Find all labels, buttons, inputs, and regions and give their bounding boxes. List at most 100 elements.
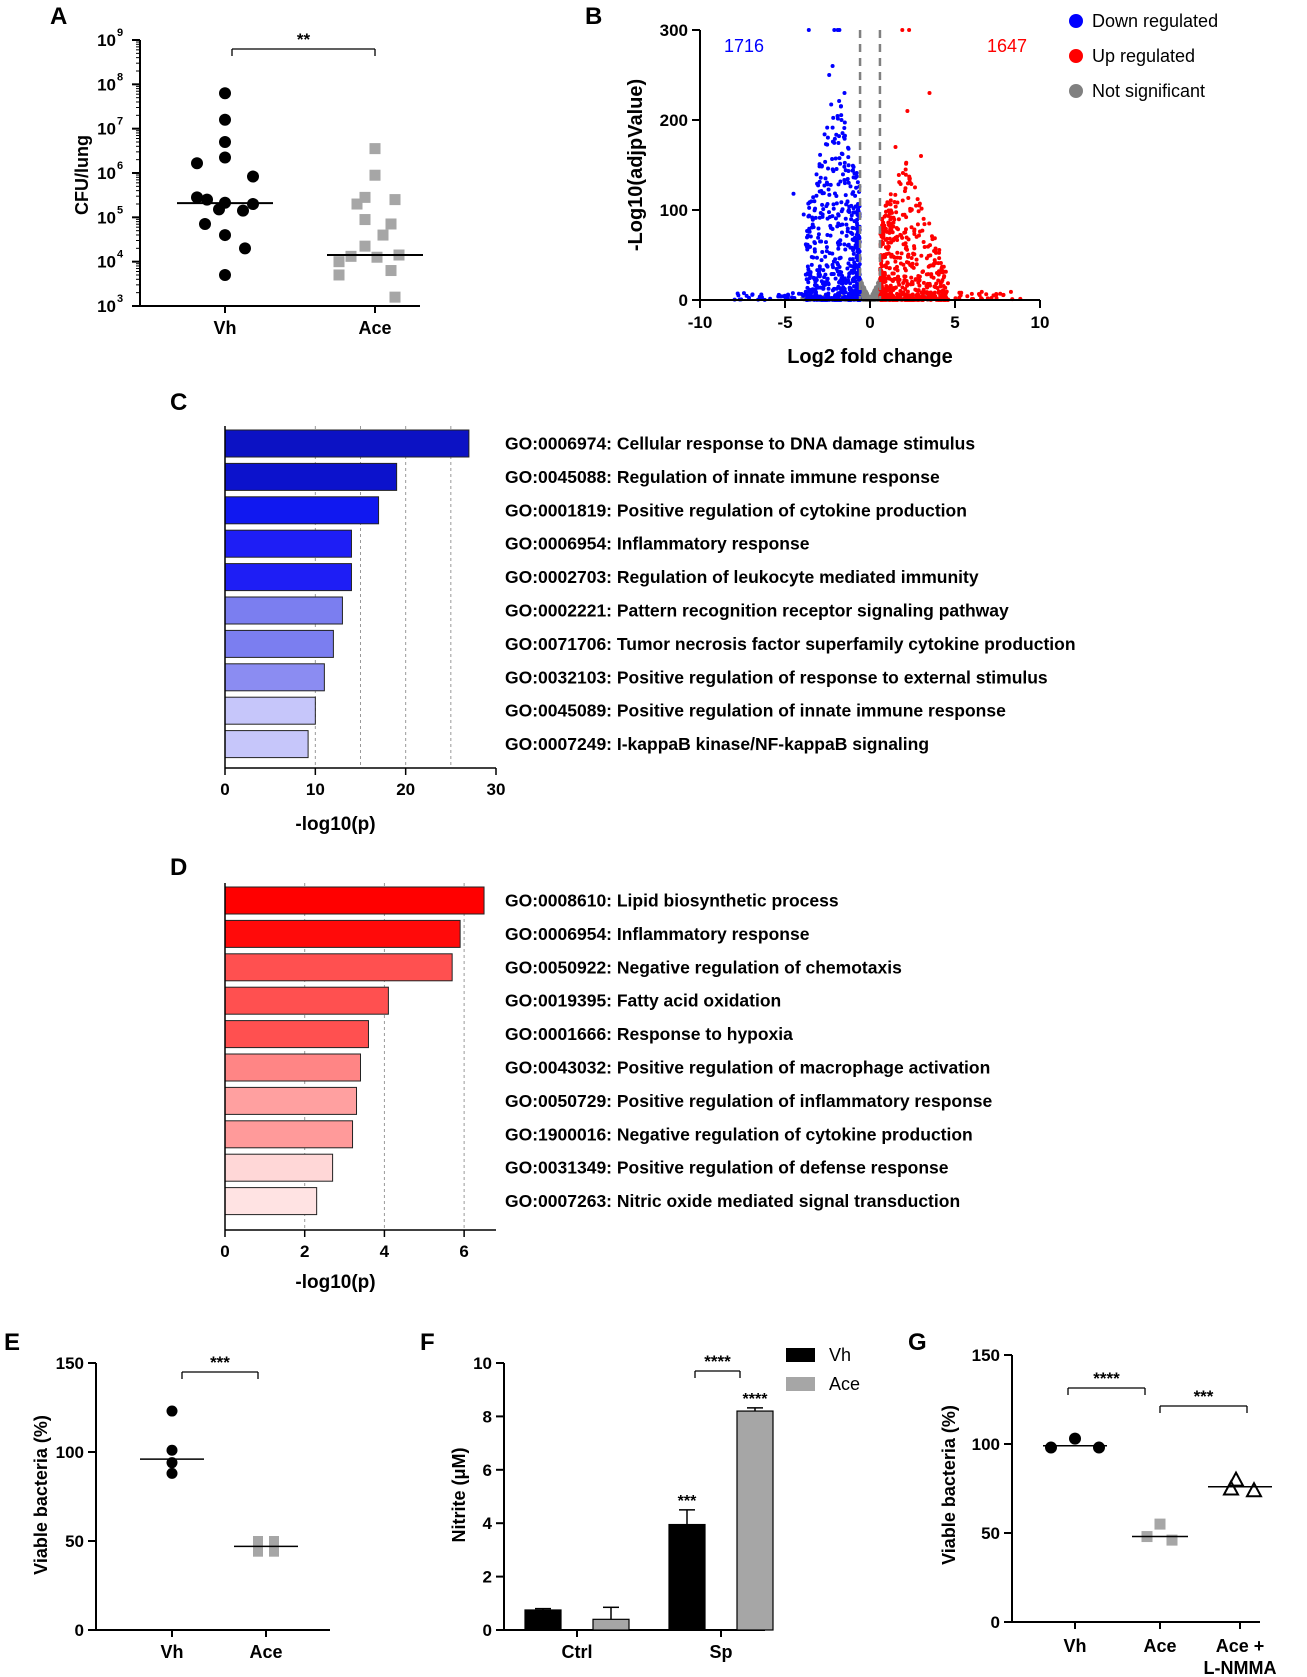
volcano-point-up xyxy=(943,290,948,295)
volcano-point-up xyxy=(917,229,922,234)
volcano-point-down xyxy=(805,235,810,240)
volcano-point-down xyxy=(852,171,857,176)
volcano-point-up xyxy=(893,145,898,149)
volcano-point-down xyxy=(827,192,832,197)
data-point-ace xyxy=(1154,1518,1166,1530)
volcano-point-down xyxy=(845,243,850,248)
volcano-point-up xyxy=(900,212,905,217)
volcano-point-down xyxy=(856,235,861,240)
data-point-ace xyxy=(345,250,357,262)
volcano-point-down xyxy=(856,275,861,280)
volcano-point-down xyxy=(812,199,817,204)
volcano-point-down xyxy=(819,188,824,193)
volcano-point-down xyxy=(819,164,824,169)
volcano-point-down xyxy=(819,239,824,244)
y-tick-label: 8 xyxy=(483,1407,492,1426)
go-term-label: GO:0071706: Tumor necrosis factor superf… xyxy=(505,634,1076,654)
volcano-point-down xyxy=(832,28,837,32)
volcano-point-up xyxy=(932,290,937,295)
volcano-point-down xyxy=(851,251,856,256)
volcano-point-up xyxy=(943,285,948,290)
data-point-vh xyxy=(1045,1441,1057,1454)
volcano-point-down xyxy=(845,266,850,271)
volcano-point-down xyxy=(816,273,821,278)
data-point-vh xyxy=(166,1405,178,1417)
data-point-ace-lnmma xyxy=(1222,1479,1240,1496)
volcano-point-up xyxy=(965,294,970,299)
volcano-point-up xyxy=(916,209,921,214)
volcano-point-down xyxy=(835,261,840,266)
volcano-point-down xyxy=(831,202,836,207)
y-tick-label: 10 xyxy=(97,120,116,139)
significance-bracket-label: **** xyxy=(704,1352,731,1371)
panel-d-go-bar-chart: GO:0008610: Lipid biosynthetic process GO… xyxy=(220,883,992,1293)
volcano-point-up xyxy=(899,251,904,256)
volcano-point-up xyxy=(894,210,899,215)
volcano-point-up xyxy=(896,278,901,283)
volcano-point-up xyxy=(891,294,896,299)
volcano-point-down xyxy=(782,293,787,298)
volcano-point-down xyxy=(851,225,856,230)
volcano-point-up xyxy=(892,255,897,260)
volcano-point-down xyxy=(842,120,847,125)
go-term-label: GO:1900016: Negative regulation of cytok… xyxy=(505,1124,973,1144)
volcano-point-down xyxy=(832,140,837,145)
data-point-ace xyxy=(253,1546,263,1557)
legend-marker xyxy=(1069,84,1083,98)
volcano-point-down xyxy=(815,268,820,273)
volcano-point-down xyxy=(791,191,796,196)
volcano-point-up xyxy=(893,259,898,264)
volcano-point-down xyxy=(835,28,840,32)
volcano-point-up xyxy=(903,274,908,279)
volcano-point-down xyxy=(848,281,853,286)
volcano-point-up xyxy=(883,245,888,250)
x-tick-label: Ace xyxy=(1143,1636,1176,1656)
volcano-point-down xyxy=(813,215,818,220)
volcano-point-down xyxy=(854,185,859,190)
panel-g-chart: 0 50 100 150 Viable bacteria (%) Vh Ace Ace + L-… xyxy=(939,1346,1276,1677)
data-point-ace xyxy=(369,169,381,181)
volcano-point-up xyxy=(912,244,917,249)
volcano-point-down xyxy=(844,233,849,238)
volcano-point-up xyxy=(895,255,900,260)
volcano-point-up xyxy=(882,278,887,283)
volcano-point-up xyxy=(1001,293,1006,298)
volcano-point-down xyxy=(834,266,839,271)
volcano-point-up xyxy=(938,281,943,286)
data-point-ace xyxy=(333,256,345,268)
volcano-point-down xyxy=(840,281,845,286)
go-term-label: GO:0001666: Response to hypoxia xyxy=(505,1024,793,1044)
volcano-point-up xyxy=(900,235,905,240)
data-point-ace xyxy=(269,1536,279,1546)
volcano-point-down xyxy=(823,240,828,245)
significance-bracket-label: *** xyxy=(210,1353,230,1372)
volcano-point-up xyxy=(896,217,901,222)
volcano-point-down xyxy=(835,113,840,118)
volcano-point-down xyxy=(843,168,848,173)
volcano-point-down xyxy=(812,208,817,213)
volcano-point-up xyxy=(902,278,907,283)
data-point-vh xyxy=(219,268,231,281)
volcano-point-down xyxy=(809,254,814,259)
volcano-point-down xyxy=(807,200,812,205)
volcano-point-up xyxy=(887,236,892,241)
volcano-point-down xyxy=(816,226,821,231)
volcano-point-down xyxy=(839,230,844,235)
y-axis-title: CFU/lung xyxy=(72,135,92,215)
go-bar xyxy=(224,919,461,948)
volcano-point-up xyxy=(905,289,910,294)
volcano-point-up xyxy=(905,247,910,252)
volcano-point-down xyxy=(842,160,847,165)
volcano-point-up xyxy=(912,185,917,190)
volcano-point-down xyxy=(828,182,833,187)
bar-ace xyxy=(736,1410,774,1631)
down-count-label: 1716 xyxy=(724,36,764,56)
panel-e-chart: 0 50 100 150 Viable bacteria (%) Vh Ace *** xyxy=(31,1353,330,1662)
data-point-ace xyxy=(351,198,363,210)
volcano-point-down xyxy=(825,135,830,140)
volcano-point-down xyxy=(838,161,843,166)
legend-label: Up regulated xyxy=(1092,46,1195,66)
volcano-point-down xyxy=(813,279,818,284)
volcano-point-up xyxy=(901,292,906,297)
volcano-point-down xyxy=(835,240,840,245)
